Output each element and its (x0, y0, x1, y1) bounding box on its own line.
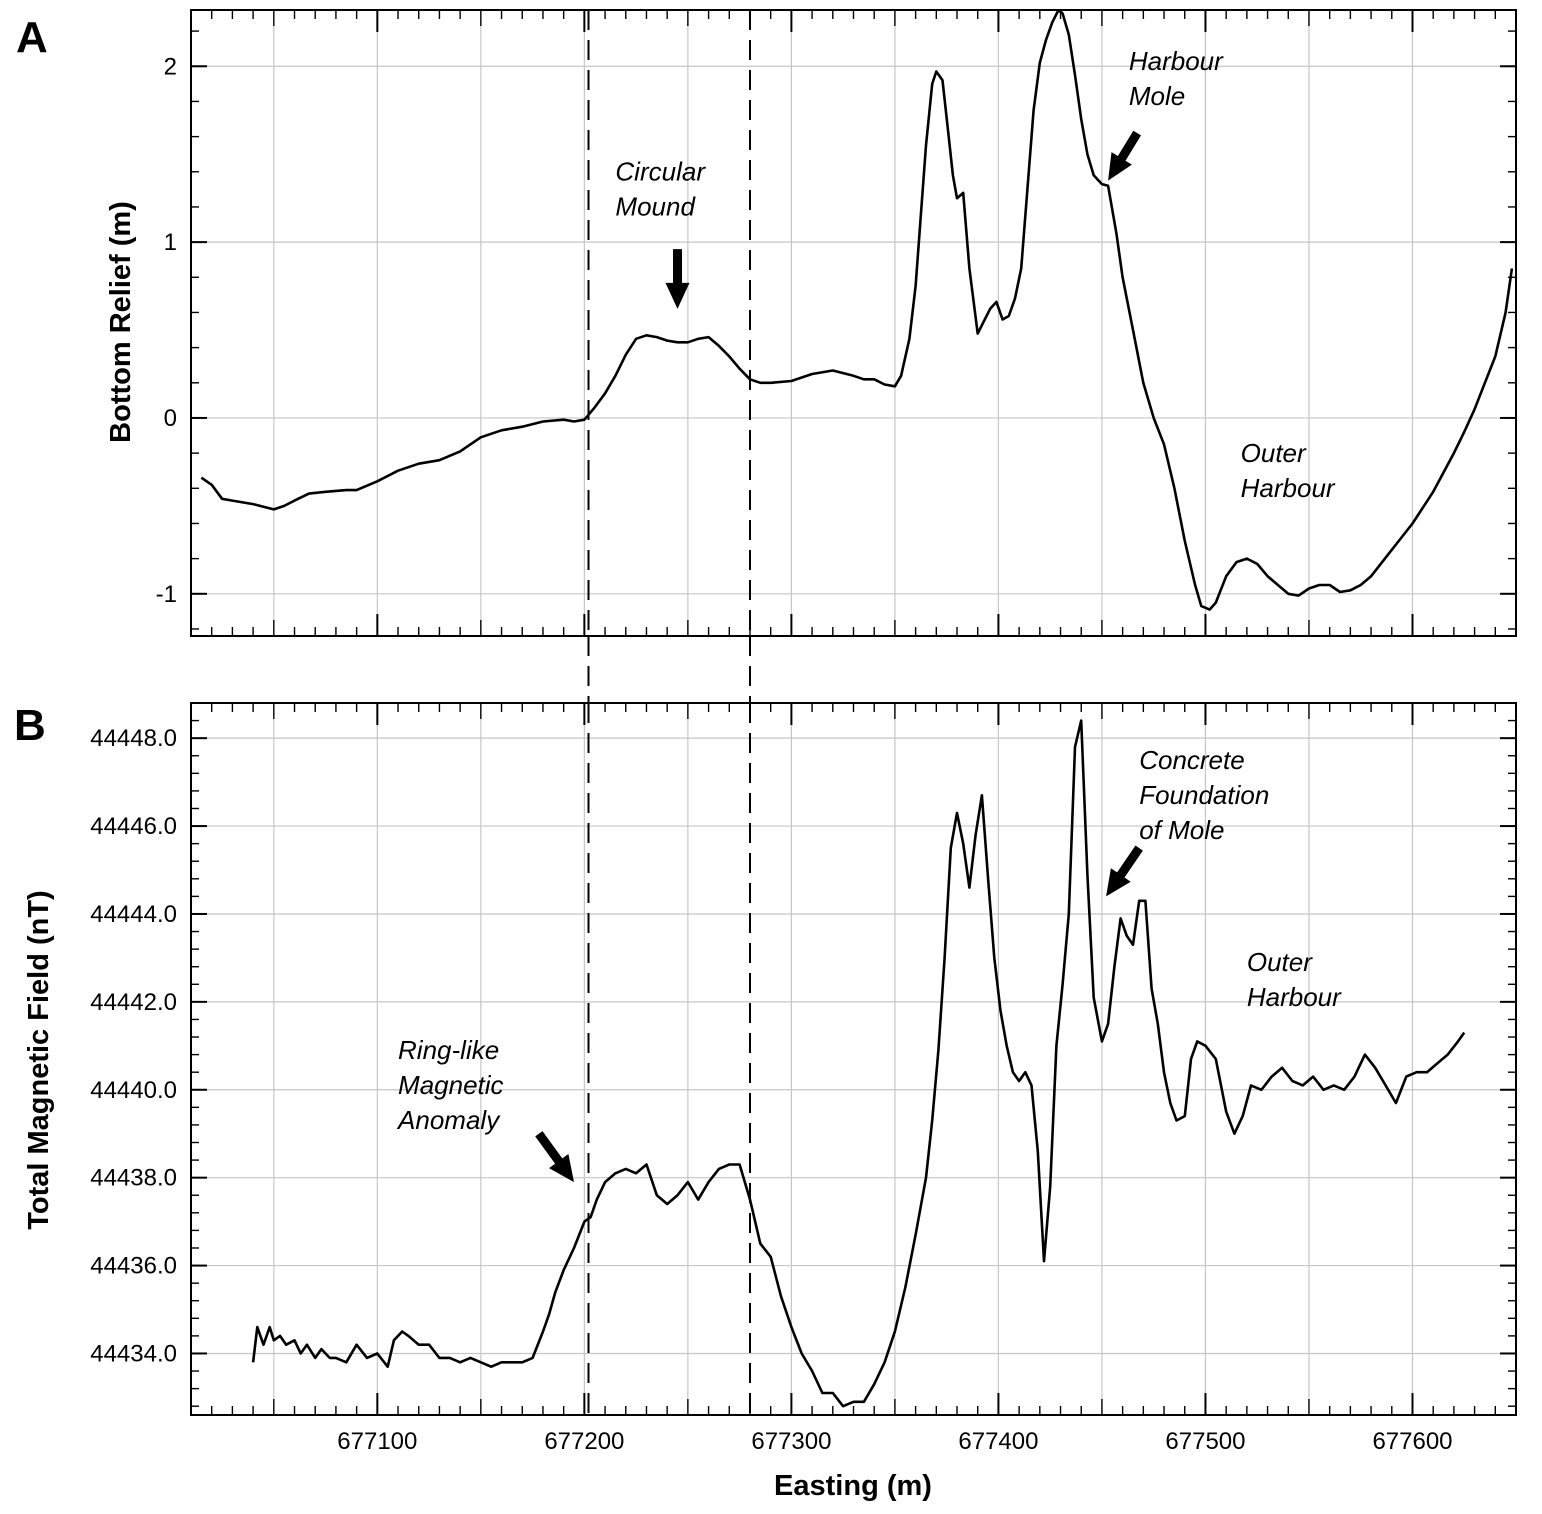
panel-b-letter: B (14, 701, 46, 750)
panel-a-frame (190, 9, 1517, 637)
panel-b-x-tick-label: 677400 (958, 1428, 1038, 1455)
panel-a-y-tick-label: -1 (156, 581, 177, 608)
panel-a-annotation-arrow (1108, 130, 1141, 181)
panel-a-annotation-text: Harbour (1129, 46, 1224, 76)
panel-b-y-tick-labels: 44434.0 44436.0 44438.0 44440.0 44442.0 44444… (90, 725, 177, 1367)
panel-b-annotation-text: Ring-like (398, 1035, 499, 1065)
panel-a-y-tick-labels: -1 0 1 2 (156, 53, 177, 608)
panel-b-annotation-text: Outer (1247, 947, 1313, 977)
panel-b-y-tick-label: 44444.0 (90, 901, 177, 928)
panel-b-y-tick-label: 44446.0 (90, 813, 177, 840)
panel-a-annotation-text: Mole (1129, 81, 1185, 111)
panel-b-data-line (251, 719, 1466, 1408)
panel-b-x-tick-label: 677500 (1165, 1428, 1245, 1455)
panel-a-grid (191, 10, 1516, 636)
panel-a-annotation-text: Harbour (1241, 473, 1336, 503)
panel-b-annotation-text: Foundation (1139, 780, 1269, 810)
panel-b-minor-ticks (191, 703, 1516, 1415)
panel-b-x-tick-label: 677600 (1372, 1428, 1452, 1455)
panel-b-x-tick-labels: 677100 677200 677300 677400 677500 677600 (337, 1428, 1452, 1455)
panel-a-y-axis-title: Bottom Relief (m) (105, 201, 137, 443)
panel-a-y-tick-label: 1 (164, 229, 177, 256)
panel-b-y-tick-label: 44434.0 (90, 1340, 177, 1367)
x-axis-title: Easting (m) (774, 1470, 932, 1502)
panel-b-x-tick-label: 677100 (337, 1428, 417, 1455)
panel-a-annotation-text: Mound (615, 192, 696, 222)
panel-b-series (251, 719, 1466, 1408)
panel-a-data-line (200, 10, 1514, 611)
panel-a-annotation-text: Circular (615, 157, 706, 187)
panel-b-y-tick-label: 44438.0 (90, 1165, 177, 1192)
panel-b-annotation-text: Anomaly (396, 1105, 501, 1135)
panel-b-y-tick-label: 44440.0 (90, 1077, 177, 1104)
panel-b-annotation-text: Concrete (1139, 745, 1245, 775)
panel-b-y-tick-label: 44442.0 (90, 989, 177, 1016)
panel-b-y-tick-label: 44436.0 (90, 1253, 177, 1280)
panel-b-dashed-lines (587, 703, 751, 1415)
panel-a-letter: A (16, 13, 48, 62)
panel-a-minor-ticks (191, 10, 1516, 636)
panel-b-frame (190, 702, 1517, 1416)
panel-b-annotation-text: of Mole (1139, 815, 1224, 845)
panel-b-annotation-arrow (535, 1131, 574, 1183)
panel-a-annotation-arrow (665, 249, 690, 309)
panel-b-x-tick-label: 677200 (544, 1428, 624, 1455)
panel-b-y-tick-label: 44448.0 (90, 725, 177, 752)
panel-a-annotations: Circular Mound Harbour Mole Outer Harbour (615, 46, 1336, 503)
panel-b-grid (191, 703, 1516, 1415)
panel-b-annotation-text: Magnetic (398, 1070, 504, 1100)
panel-b-magnetic-field: 44434.0 44436.0 44438.0 44440.0 44442.0 44444… (14, 701, 1517, 1502)
panel-b-annotations: Ring-like Magnetic Anomaly Concrete Foundati… (396, 745, 1342, 1183)
panel-b-x-tick-label: 677300 (751, 1428, 831, 1455)
panel-a-series (200, 10, 1514, 611)
panel-a-annotation-text: Outer (1241, 438, 1307, 468)
panel-b-annotation-arrow (1106, 845, 1143, 897)
panel-a-bottom-relief: -1 0 1 2 Circular Mound Harbour Mole Outer Harbo… (16, 9, 1517, 637)
panel-a-y-tick-label: 0 (164, 405, 177, 432)
panel-b-annotation-text: Harbour (1247, 982, 1342, 1012)
dashed-connector-lines (587, 636, 751, 703)
panel-a-dashed-lines (587, 10, 751, 636)
panel-a-y-tick-label: 2 (164, 53, 177, 80)
panel-b-y-axis-title: Total Magnetic Field (nT) (23, 890, 55, 1229)
